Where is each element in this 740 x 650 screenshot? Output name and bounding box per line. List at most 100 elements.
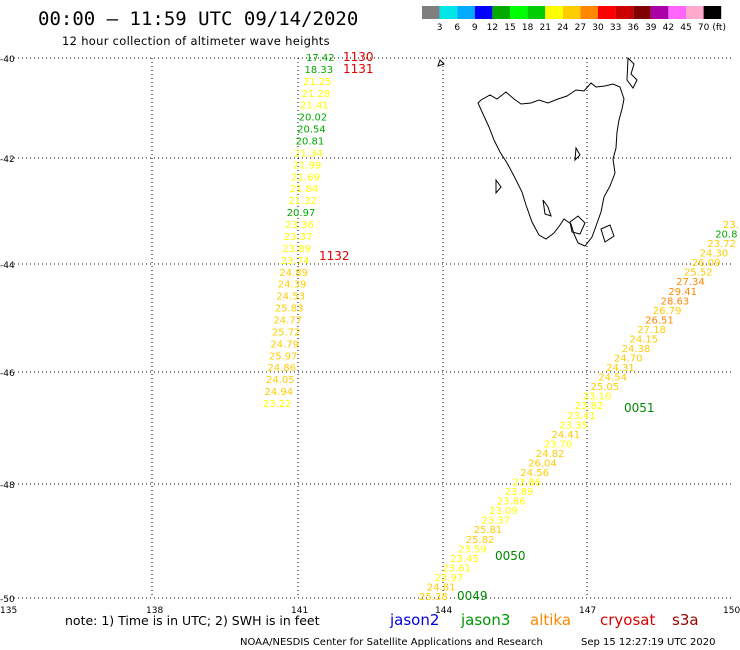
swh-value: 24.81 bbox=[427, 583, 456, 594]
map-subtitle: 12 hour collection of altimeter wave hei… bbox=[62, 34, 330, 48]
swh-value: 24.53 bbox=[276, 292, 305, 303]
swh-value: 23.09 bbox=[489, 506, 518, 517]
swh-value: 25.97 bbox=[269, 351, 298, 362]
swh-value: 21.99 bbox=[293, 160, 322, 171]
lon-label-147: 147 bbox=[579, 606, 596, 616]
lat-label-48: -48 bbox=[0, 481, 15, 491]
swh-value: 24.86 bbox=[267, 363, 296, 374]
lon-label-138: 138 bbox=[146, 606, 163, 616]
scale-label: 15 bbox=[504, 23, 515, 33]
swh-value: 23.37 bbox=[481, 516, 510, 527]
swh-value: 21.28 bbox=[302, 89, 331, 100]
scale-unit: (ft) bbox=[712, 23, 726, 33]
swh-value: 24.38 bbox=[622, 344, 651, 355]
swh-value: 23.45 bbox=[450, 554, 479, 565]
legend-cryosat: cryosat bbox=[600, 611, 655, 629]
swh-value: 23.89 bbox=[282, 244, 311, 255]
swh-value: 21.34 bbox=[294, 148, 323, 159]
swh-value: 24.30 bbox=[700, 249, 729, 260]
jason3-track-east: 25.3824.8123.9723.6123.4523.5925.8225.81… bbox=[419, 220, 740, 603]
time-label-1131: 1131 bbox=[343, 62, 374, 76]
legend-jason3: jason3 bbox=[460, 611, 510, 629]
swh-value: 24.89 bbox=[279, 268, 308, 279]
color-swatch bbox=[439, 6, 458, 19]
scale-label: 30 bbox=[592, 23, 604, 33]
scale-label: 70 bbox=[698, 23, 710, 33]
swh-value: 21.41 bbox=[300, 101, 329, 112]
lon-label-141: 141 bbox=[291, 606, 308, 616]
color-swatch bbox=[457, 6, 475, 19]
footer-note: note: 1) Time is in UTC; 2) SWH is in fe… bbox=[65, 613, 320, 628]
scale-label: 42 bbox=[663, 23, 674, 33]
swh-value: 23.37 bbox=[284, 232, 313, 243]
scale-label: 39 bbox=[645, 23, 657, 33]
scale-label: 36 bbox=[627, 23, 639, 33]
swh-value: 23.36 bbox=[285, 220, 314, 231]
swh-value: 25.82 bbox=[466, 535, 495, 546]
swh-value: 21.25 bbox=[303, 77, 332, 88]
swh-value: 23.1 bbox=[723, 220, 740, 231]
swh-value: 23.86 bbox=[513, 478, 542, 489]
swh-value: 24.70 bbox=[614, 354, 643, 365]
legend-altika: altika bbox=[530, 611, 571, 629]
swh-value: 27.34 bbox=[676, 277, 705, 288]
swh-value: 23.86 bbox=[497, 497, 526, 508]
scale-label: 27 bbox=[575, 23, 586, 33]
color-swatch bbox=[510, 6, 528, 19]
scale-label: 21 bbox=[539, 23, 550, 33]
color-scale-legend: 3 6 9 12 15 18 21 24 27 30 33 36 39 42 45 70 (ft) bbox=[422, 6, 726, 33]
swh-value: 17.42 bbox=[306, 53, 335, 64]
swh-value: 25.38 bbox=[419, 592, 448, 603]
swh-value: 23.41 bbox=[567, 411, 596, 422]
swh-value: 23.10 bbox=[583, 392, 612, 403]
swh-value: 20.8 bbox=[715, 230, 737, 241]
swh-value: 24.79 bbox=[270, 339, 299, 350]
swh-value: 24.54 bbox=[598, 373, 627, 384]
color-swatch bbox=[668, 6, 686, 19]
swh-value: 24.31 bbox=[606, 363, 635, 374]
swh-value: 23.89 bbox=[505, 487, 534, 498]
time-label-1130: 1130 bbox=[343, 50, 374, 64]
lat-label-42: -42 bbox=[0, 155, 15, 165]
swh-value: 18.33 bbox=[305, 65, 334, 76]
scale-label: 12 bbox=[487, 23, 498, 33]
color-swatch bbox=[686, 6, 704, 19]
scale-label: 33 bbox=[610, 23, 621, 33]
swh-value: 25.72 bbox=[272, 327, 301, 338]
color-swatch bbox=[580, 6, 598, 19]
swh-value: 24.39 bbox=[278, 280, 307, 291]
scale-label: 6 bbox=[454, 23, 460, 33]
scale-label: 9 bbox=[472, 23, 478, 33]
color-swatch bbox=[615, 6, 634, 19]
swh-value: 25.81 bbox=[474, 525, 503, 536]
swh-value: 20.97 bbox=[287, 208, 316, 219]
scale-label: 45 bbox=[680, 23, 691, 33]
lat-label-40: -40 bbox=[0, 55, 15, 65]
scale-label: 18 bbox=[522, 23, 534, 33]
lon-label-144: 144 bbox=[435, 606, 452, 616]
swh-value: 29.41 bbox=[668, 287, 697, 298]
scale-label: 3 bbox=[437, 23, 443, 33]
color-swatch bbox=[703, 6, 722, 19]
swh-value: 20.54 bbox=[297, 125, 326, 136]
color-swatch bbox=[545, 6, 563, 19]
lon-label-135: 135 bbox=[0, 606, 17, 616]
tasmania-coastline bbox=[437, 56, 638, 247]
swh-value: 25.05 bbox=[591, 382, 620, 393]
swh-value: 25.83 bbox=[275, 304, 304, 315]
swh-value: 23.59 bbox=[458, 544, 487, 555]
color-swatch bbox=[562, 6, 581, 19]
swh-value: 21.84 bbox=[290, 184, 319, 195]
color-swatch bbox=[633, 6, 651, 19]
color-swatch bbox=[492, 6, 510, 19]
color-swatch bbox=[598, 6, 616, 19]
lon-label-150: 150 bbox=[723, 606, 740, 616]
altika-track-west: 17.4218.3321.2521.2821.4120.0220.5420.81… bbox=[263, 53, 335, 410]
swh-value: 26.79 bbox=[653, 306, 682, 317]
swh-value: 23.74 bbox=[281, 256, 310, 267]
swh-value: 23.35 bbox=[559, 420, 588, 431]
map-title: 00:00 – 11:59 UTC 09/14/2020 bbox=[38, 8, 358, 30]
lat-label-44: -44 bbox=[0, 261, 15, 271]
swh-value: 21.32 bbox=[288, 196, 317, 207]
legend-s3a: s3a bbox=[672, 611, 699, 629]
